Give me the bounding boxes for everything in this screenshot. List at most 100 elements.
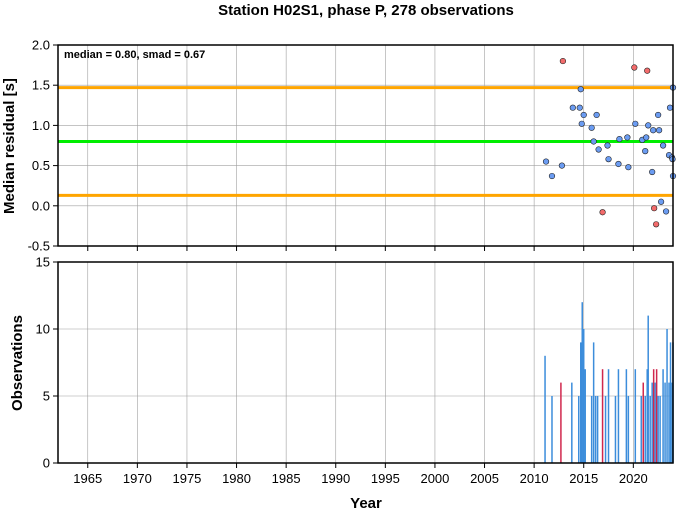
observation-bar <box>655 369 658 463</box>
residual-point <box>604 142 611 149</box>
observation-bar <box>580 342 582 463</box>
x-tick-label: 2005 <box>470 471 499 486</box>
residual-point <box>624 134 631 141</box>
observation-bar <box>614 396 617 463</box>
observation-bars <box>544 302 674 463</box>
residual-point <box>657 198 665 205</box>
residual-point <box>656 127 663 134</box>
observation-bar <box>668 382 670 463</box>
x-tick-label: 2000 <box>420 471 449 486</box>
x-axis-label: Year <box>350 495 382 511</box>
threshold-lines <box>58 86 673 197</box>
observation-bar <box>646 369 648 463</box>
chart-title: Station H02S1, phase P, 278 observations <box>218 2 514 19</box>
observation-bar <box>652 369 655 463</box>
residual-point <box>599 209 606 216</box>
observation-bar <box>651 382 653 463</box>
residual-point <box>542 158 550 165</box>
observation-bar <box>604 396 607 463</box>
y-tick-label: 0.0 <box>32 198 50 213</box>
residual-x-ticks <box>87 246 634 251</box>
residual-point <box>666 104 674 111</box>
observations-frame <box>57 261 674 464</box>
residual-point <box>642 148 649 155</box>
observations-y-axis-label: Observations <box>9 315 26 411</box>
residual-point <box>659 142 667 149</box>
x-tick-label: 2020 <box>619 471 648 486</box>
observation-bar <box>596 396 599 463</box>
observation-bar <box>594 396 597 463</box>
residual-point <box>643 134 650 141</box>
residual-point <box>577 86 584 93</box>
residual-point <box>616 135 623 143</box>
observation-bar <box>649 396 651 463</box>
observation-bar <box>662 369 664 463</box>
observation-bar <box>581 302 583 463</box>
residual-point <box>569 104 576 111</box>
observation-bar <box>544 355 546 463</box>
y-tick-label: 5 <box>43 389 50 404</box>
y-tick-label: 15 <box>36 255 50 270</box>
y-tick-label: 0 <box>43 456 50 471</box>
residual-point <box>655 111 662 119</box>
observation-bar <box>671 382 673 463</box>
x-tick-label: 2010 <box>520 471 549 486</box>
residual-point <box>605 156 612 163</box>
residual-points <box>542 57 677 228</box>
observation-bar <box>578 396 580 463</box>
observation-bar <box>571 382 573 463</box>
residual-point <box>595 146 602 153</box>
observations-x-ticks: 1965 1970 1975 1980 1985 1990 1995 2000 2005 2010… <box>73 463 648 486</box>
observation-bar <box>627 396 630 463</box>
residual-frame <box>57 44 674 247</box>
y-tick-label: 1.0 <box>32 118 50 133</box>
residual-point <box>558 162 566 169</box>
observation-bar <box>640 396 643 463</box>
stats-annotation: median = 0.80, smad = 0.67 <box>64 49 205 61</box>
observation-bar <box>634 369 637 463</box>
x-tick-label: 2015 <box>569 471 598 486</box>
observation-bar <box>642 382 644 463</box>
residual-point <box>548 172 556 180</box>
observation-bar <box>647 315 649 463</box>
observation-bar <box>644 396 646 463</box>
y-tick-label: 1.5 <box>32 78 50 93</box>
x-tick-label: 1990 <box>321 471 350 486</box>
residual-point <box>590 138 597 145</box>
residual-grid <box>58 44 673 247</box>
residual-y-axis-label: Median residual [s] <box>1 78 18 214</box>
observation-bar <box>582 329 585 463</box>
residual-point <box>580 111 587 119</box>
observation-bar <box>617 369 620 463</box>
residual-point <box>576 104 583 111</box>
residual-point <box>649 168 656 176</box>
residual-point <box>645 122 652 129</box>
x-tick-label: 1970 <box>123 471 152 486</box>
observation-bar <box>654 382 656 463</box>
residual-point <box>662 208 670 215</box>
observation-bar <box>666 329 668 463</box>
observation-bar <box>659 396 661 463</box>
x-tick-label: 1985 <box>272 471 301 486</box>
residual-point <box>653 221 660 228</box>
residual-point <box>588 124 595 131</box>
residual-point <box>578 120 585 127</box>
observation-bar <box>592 342 595 463</box>
observation-bar <box>657 396 659 463</box>
observation-bar <box>601 369 604 463</box>
x-tick-label: 1965 <box>73 471 102 486</box>
observation-bar <box>590 396 593 463</box>
observations-y-ticks: 0 5 10 15 <box>36 255 58 471</box>
x-tick-label: 1980 <box>222 471 251 486</box>
observation-bar <box>584 369 586 463</box>
residual-point <box>615 160 622 168</box>
x-tick-label: 1995 <box>371 471 400 486</box>
observation-bar <box>607 369 610 463</box>
residual-point <box>593 111 600 119</box>
observation-bar <box>551 396 553 463</box>
observation-bar <box>664 382 666 463</box>
residual-point <box>651 205 658 212</box>
y-tick-label: -0.5 <box>28 239 50 254</box>
